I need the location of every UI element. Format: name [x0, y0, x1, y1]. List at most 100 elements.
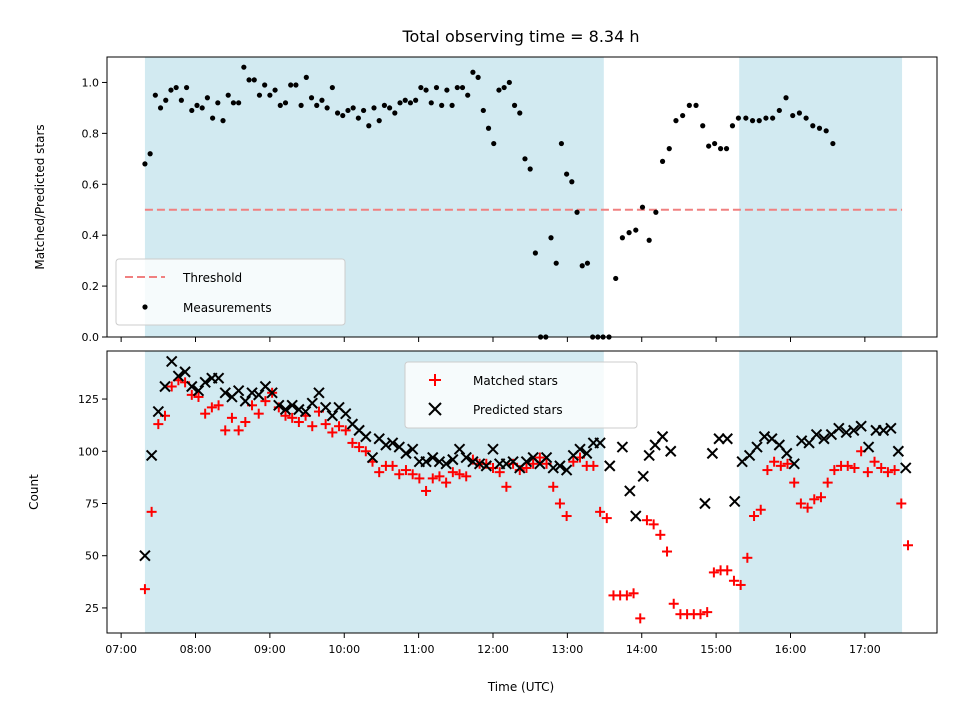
p0-dot-point-90	[613, 275, 619, 282]
p1-plus-point-78	[662, 546, 673, 557]
p0-dot-point-57	[439, 102, 445, 108]
x-axis-label: Time (UTC)	[487, 680, 554, 694]
legend-predicted-cross-icon	[428, 402, 442, 416]
p0-dot-point-120	[810, 123, 816, 129]
p0-dot-point-95	[646, 237, 652, 243]
p1-plus-point-93	[762, 465, 773, 476]
p1-plus-point-17	[253, 408, 264, 419]
p0-dot-point-2	[152, 92, 158, 98]
p1-legend-box	[404, 361, 638, 429]
p0-dot-point-20	[246, 77, 252, 83]
p1-cross-point-96	[833, 422, 845, 434]
p0-dot-point-122	[823, 128, 829, 134]
p0-dot-point-27	[282, 100, 289, 106]
p0-dot-point-67	[491, 140, 497, 147]
p1-plus-point-87	[722, 565, 733, 576]
p1-plus-point-61	[548, 481, 559, 492]
p1-plus-point-75	[641, 515, 652, 526]
p1-plus-point-97	[789, 477, 800, 488]
p1-cross-point-51	[480, 460, 493, 472]
p1-plus-point-37	[387, 460, 398, 471]
p0-dot-point-82	[569, 179, 575, 185]
p0-ytick-label-2: 0.4	[82, 229, 100, 242]
p0-dot-point-49	[397, 100, 403, 106]
p1-plus-point-72	[621, 590, 632, 601]
p1-plus-point-68	[595, 506, 606, 517]
p1-y-ticks: 25 50 75 100 125	[78, 393, 107, 615]
p0-dot-point-109	[735, 115, 742, 121]
p1-plus-point-59	[534, 452, 545, 463]
p1-plus-point-23	[293, 417, 304, 428]
p0-dot-point-98	[666, 146, 672, 152]
p0-dot-point-113	[763, 115, 769, 121]
p1-cross-point-30	[340, 407, 352, 420]
p1-plus-point-41	[414, 473, 425, 484]
p1-ytick-label-1: 50	[85, 550, 99, 563]
p1-cross-point-27	[319, 401, 332, 414]
p1-x-ticks: 07:00 08:00 09:00 10:00 11:00 12:00 13:00 14:00…	[105, 633, 881, 656]
p0-dot-point-119	[803, 115, 809, 121]
p1-cross-point-70	[616, 441, 629, 453]
p1-ytick-label-2: 75	[85, 497, 99, 510]
xtick-label-1: 08:00	[180, 643, 212, 656]
p1-plus-point-100	[809, 494, 820, 505]
p1-cross-point-20	[273, 399, 285, 412]
p1-cross-point-43	[427, 451, 439, 464]
p0-dot-point-84	[579, 263, 585, 269]
p1-cross-point-93	[810, 428, 823, 441]
p0-dot-point-44	[371, 105, 377, 111]
p1-plus-point-109	[869, 456, 880, 467]
p1-plus-point-2	[153, 419, 164, 430]
p1-plus-point-67	[588, 460, 599, 471]
p0-dot-point-17	[230, 100, 237, 106]
p0-dot-point-62	[465, 92, 471, 98]
p1-cross-point-90	[788, 458, 800, 470]
p1-plus-point-114	[902, 540, 913, 551]
p0-dot-point-4	[163, 97, 169, 103]
p1-cross-point-25	[306, 397, 318, 409]
p0-dot-point-111	[749, 118, 756, 124]
p1-cross-point-21	[279, 403, 292, 416]
p1-cross-point-85	[751, 441, 763, 453]
p1-cross-point-24	[299, 405, 312, 418]
p0-dot-point-106	[717, 146, 724, 152]
p1-cross-point-39	[400, 447, 412, 460]
p1-plus-point-77	[655, 529, 666, 540]
p1-plus-point-13	[226, 412, 237, 423]
p1-plus-point-94	[769, 456, 780, 467]
p1-plus-point-43	[427, 473, 438, 484]
p0-dot-point-64	[475, 74, 481, 80]
p0-dot-point-16	[225, 92, 231, 98]
p0-dot-point-25	[272, 87, 278, 93]
p1-cross-point-61	[547, 462, 559, 474]
p1-cross-point-6	[179, 366, 191, 378]
p1-plus-point-79	[668, 598, 679, 609]
p0-dot-point-35	[324, 105, 330, 111]
p1-cross-point-16	[246, 387, 258, 399]
p0-dot-point-63	[470, 69, 476, 75]
p0-ytick-label-4: 0.8	[82, 127, 100, 140]
p1-ytick-label-0: 25	[85, 602, 99, 615]
p1-plus-point-25	[307, 421, 318, 432]
p0-dot-point-37	[334, 110, 341, 116]
p1-cross-point-50	[473, 458, 486, 470]
p0-dot-point-115	[776, 107, 782, 114]
p1-plus-point-14	[233, 425, 244, 436]
p1-cross-point-72	[630, 510, 642, 522]
p1-cross-point-103	[885, 422, 897, 434]
p0-dot-point-123	[830, 140, 836, 147]
p0-dot-point-60	[454, 84, 460, 91]
p0-ytick-label-1: 0.2	[82, 280, 100, 293]
p0-dot-point-69	[501, 84, 507, 91]
p1-cross-point-37	[386, 437, 399, 449]
p1-cross-point-15	[239, 395, 252, 407]
p1-plus-point-30	[340, 425, 351, 436]
p0-dot-point-59	[449, 102, 455, 108]
xtick-label-4: 11:00	[403, 643, 435, 656]
p0-axes-frame	[106, 56, 938, 338]
p1-cross-point-5	[172, 370, 185, 382]
p0-dot-point-72	[517, 110, 523, 116]
chart-title: Total observing time = 8.34 h	[401, 27, 639, 46]
p1-cross-point-71	[624, 485, 636, 497]
p1-plus-point-74	[635, 613, 646, 624]
